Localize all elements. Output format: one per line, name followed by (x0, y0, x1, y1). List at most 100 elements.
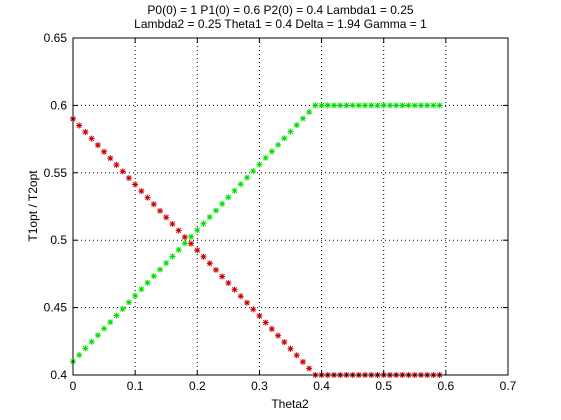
data-point (188, 233, 195, 240)
y-tick-label: 0.5 (50, 233, 67, 247)
data-point (306, 108, 313, 115)
data-point (287, 345, 294, 352)
data-point (418, 102, 424, 109)
data-point (299, 115, 306, 122)
data-point (237, 181, 244, 188)
data-point (119, 168, 126, 175)
data-point (188, 240, 195, 247)
data-point (82, 129, 89, 136)
data-point (374, 102, 381, 109)
y-tick-label: 0.4 (50, 368, 67, 382)
data-point (318, 102, 325, 109)
data-point (256, 161, 263, 168)
x-tick-label: 0.1 (127, 379, 144, 393)
data-point (268, 148, 275, 155)
data-point (225, 194, 232, 201)
data-point (76, 351, 83, 358)
data-point (331, 102, 337, 109)
data-point (82, 345, 89, 352)
x-tick-label: 0 (70, 379, 77, 393)
data-point (194, 247, 201, 254)
data-point (150, 273, 157, 280)
x-tick-label: 0.3 (251, 379, 268, 393)
data-point (293, 122, 300, 129)
data-point (212, 266, 219, 273)
data-point (393, 102, 400, 109)
data-point (231, 187, 238, 194)
data-point (275, 141, 282, 148)
y-axis-label: T1opt / T2opt (26, 170, 40, 242)
data-point (424, 102, 431, 109)
data-point (144, 194, 151, 201)
data-point (281, 339, 288, 346)
data-point (169, 253, 176, 260)
y-tick-label: 0.65 (44, 31, 68, 45)
data-point (219, 200, 226, 207)
chart-title-line-2: Lambda2 = 0.25 Theta1 = 0.4 Delta = 1.94… (134, 17, 427, 31)
data-point (281, 135, 288, 142)
data-point (306, 365, 313, 372)
data-point (231, 286, 238, 293)
data-point (355, 102, 362, 109)
data-point (337, 102, 344, 109)
data-point (76, 122, 83, 129)
data-point (262, 319, 269, 326)
data-point (181, 234, 188, 241)
x-tick-label: 0.4 (313, 379, 330, 393)
data-point (200, 220, 207, 227)
data-point (150, 201, 157, 208)
data-point (287, 128, 294, 135)
data-point (132, 181, 139, 188)
data-point (200, 253, 207, 260)
x-tick-label: 0.7 (500, 379, 517, 393)
data-point (250, 168, 257, 175)
data-point (169, 220, 176, 227)
data-point (101, 148, 108, 155)
data-point (101, 325, 108, 332)
data-point (212, 207, 219, 214)
data-point (163, 260, 170, 267)
data-point (144, 279, 151, 286)
data-point (107, 319, 114, 326)
data-point (244, 299, 250, 306)
data-point (293, 352, 300, 359)
data-point (430, 102, 437, 109)
data-point (262, 154, 269, 161)
plot-area (73, 38, 508, 375)
data-point (107, 155, 114, 162)
data-point (125, 174, 132, 181)
data-point (399, 102, 406, 109)
data-point (119, 305, 126, 312)
y-tick-label: 0.55 (44, 166, 68, 180)
data-point (436, 102, 443, 109)
data-point (138, 286, 145, 293)
data-point (225, 280, 232, 287)
data-point (324, 102, 331, 109)
data-point (113, 161, 120, 168)
x-tick-label: 0.5 (375, 379, 392, 393)
data-point (157, 266, 163, 273)
data-point (175, 246, 182, 253)
data-point (380, 102, 387, 109)
data-point (138, 188, 145, 195)
plot-frame (72, 37, 509, 376)
data-point (132, 292, 139, 299)
data-point (411, 102, 418, 109)
chart-title-line-1: P0(0) = 1 P1(0) = 0.6 P2(0) = 0.4 Lambda… (147, 3, 414, 17)
data-point (163, 214, 170, 221)
data-point (219, 273, 226, 280)
data-point (362, 102, 369, 109)
data-point (349, 102, 356, 109)
data-point (405, 102, 412, 109)
data-point (250, 306, 257, 313)
x-tick-label: 0.6 (438, 379, 455, 393)
y-tick-label: 0.45 (44, 301, 68, 315)
data-point (88, 135, 95, 142)
data-point (194, 227, 201, 234)
data-point (275, 332, 282, 339)
data-point (206, 214, 213, 221)
tick-layer: 0 0.1 0.2 0.3 0.4 0.5 0.6 0.7 0.4 0.45 0.5 0.55 0.6 0… (44, 31, 517, 393)
data-point (343, 102, 350, 109)
